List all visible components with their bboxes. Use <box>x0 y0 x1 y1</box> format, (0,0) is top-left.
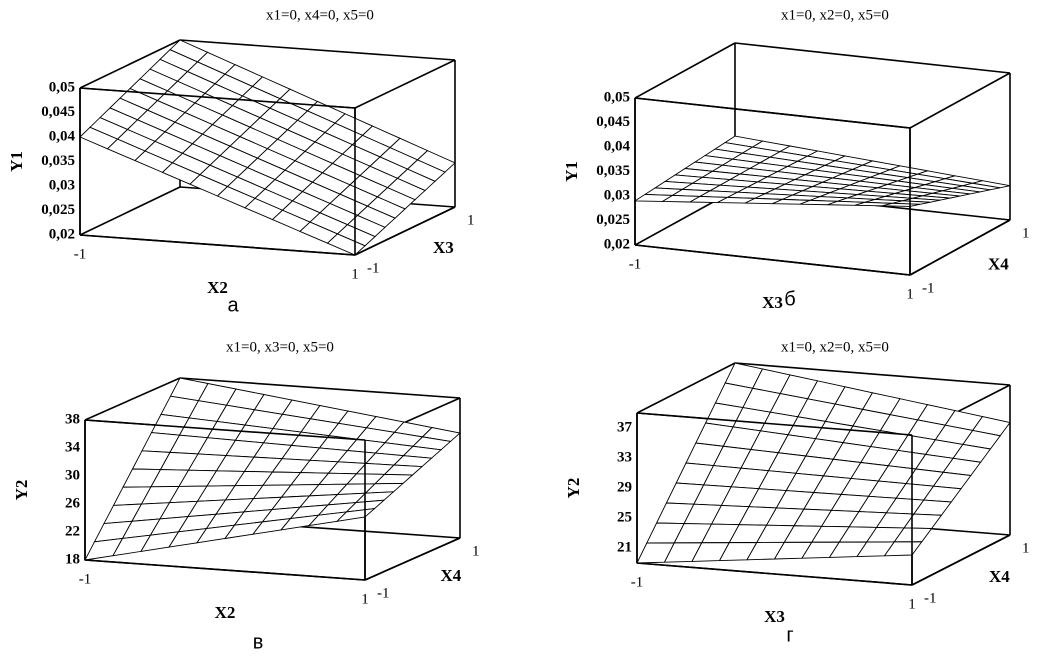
z-tick-label: 18 <box>65 551 80 567</box>
z-tick-label: 0,025 <box>41 202 75 218</box>
box-edge <box>84 377 181 421</box>
x-tick-label: 1 <box>906 286 914 302</box>
y-tick-label: 1 <box>472 543 480 559</box>
box-edge <box>634 42 736 99</box>
x-tick-label: -1 <box>74 246 87 262</box>
z-tick-label: 0,045 <box>596 114 630 130</box>
y-tick-label: -1 <box>924 590 937 606</box>
z-tick-label: 29 <box>617 479 632 495</box>
x-axis-label: X2 <box>215 603 236 622</box>
x-tick-label: -1 <box>79 571 92 587</box>
z-tick-label: 21 <box>617 539 632 555</box>
surface <box>84 377 461 561</box>
x-tick-label: 1 <box>351 266 359 282</box>
box-edge <box>179 377 461 399</box>
x-tick-label: -1 <box>631 574 644 590</box>
z-tick-label: 0,02 <box>49 226 75 242</box>
y-tick-label: -1 <box>367 260 380 276</box>
z-tick-label: 30 <box>65 467 80 483</box>
y-tick-label: -1 <box>377 585 390 601</box>
chart-title: x1=0, x2=0, x5=0 <box>781 7 889 23</box>
box-edge <box>911 534 1011 586</box>
z-tick-label: 0,035 <box>596 163 630 179</box>
z-tick-label: 22 <box>65 523 80 539</box>
caption: а <box>227 294 239 316</box>
z-tick-label: 38 <box>65 411 80 427</box>
z-tick-label: 0,04 <box>604 138 631 154</box>
box-edge <box>79 87 356 109</box>
box-edge <box>84 419 366 441</box>
z-tick-label: 34 <box>65 439 81 455</box>
chart-title: x1=0, x3=0, x5=0 <box>226 339 334 355</box>
y-tick-label: -1 <box>922 280 935 296</box>
y-axis-label: X3 <box>433 238 454 257</box>
z-tick-label: 0,04 <box>49 128 76 144</box>
box-edge <box>636 562 913 586</box>
z-tick-label: 0,035 <box>41 153 75 169</box>
z-tick-label: 0,05 <box>49 79 75 95</box>
box-edge <box>84 559 366 581</box>
chart-title: x1=0, x4=0, x5=0 <box>266 7 374 23</box>
y-axis-label: X4 <box>441 566 462 585</box>
z-tick-label: 26 <box>65 495 81 511</box>
x-axis-label: X2 <box>207 278 228 297</box>
box-edge <box>634 97 911 129</box>
z-tick-label: 0,025 <box>596 212 630 228</box>
box-edge <box>79 186 181 236</box>
caption: б <box>784 288 795 310</box>
box-edge <box>634 244 911 276</box>
box-edge <box>636 412 913 436</box>
surface <box>636 362 1011 564</box>
x-axis-label: X3 <box>764 607 785 626</box>
surface <box>633 135 1011 207</box>
box-edge <box>179 39 456 61</box>
box-edge <box>354 59 456 109</box>
z-tick-label: 0,02 <box>604 236 630 252</box>
z-axis-label: Y1 <box>562 161 581 182</box>
box-edge <box>909 72 1011 129</box>
x-tick-label: -1 <box>629 256 642 272</box>
y-tick-label: 1 <box>1022 225 1030 241</box>
box-edge <box>79 39 181 89</box>
box-edge <box>734 42 1011 74</box>
caption: в <box>253 631 264 653</box>
z-tick-label: 25 <box>617 509 632 525</box>
caption: г <box>786 624 793 646</box>
z-tick-label: 37 <box>617 419 633 435</box>
z-axis-label: Y2 <box>12 480 31 501</box>
y-axis-label: X4 <box>988 254 1009 273</box>
x-tick-label: 1 <box>361 591 369 607</box>
x-axis-label: X3 <box>762 293 783 312</box>
y-tick-label: 1 <box>1022 540 1030 556</box>
surface <box>79 39 456 256</box>
box-edge <box>636 362 736 414</box>
box-edge <box>909 219 1011 276</box>
z-tick-label: 0,045 <box>41 104 75 120</box>
box-edge <box>364 537 461 581</box>
z-tick-label: 0,03 <box>604 187 630 203</box>
z-tick-label: 0,05 <box>604 89 630 105</box>
y-axis-label: X4 <box>989 567 1010 586</box>
box-edge <box>79 234 356 256</box>
box-edge <box>734 362 1011 386</box>
z-axis-label: Y2 <box>564 478 583 499</box>
z-axis-label: Y1 <box>7 151 26 172</box>
z-tick-label: 33 <box>617 449 632 465</box>
chart-title: x1=0, x2=0, x5=0 <box>781 339 889 355</box>
y-tick-label: 1 <box>467 212 475 228</box>
box-edge <box>354 206 456 256</box>
x-tick-label: 1 <box>908 596 916 612</box>
z-tick-label: 0,03 <box>49 177 75 193</box>
